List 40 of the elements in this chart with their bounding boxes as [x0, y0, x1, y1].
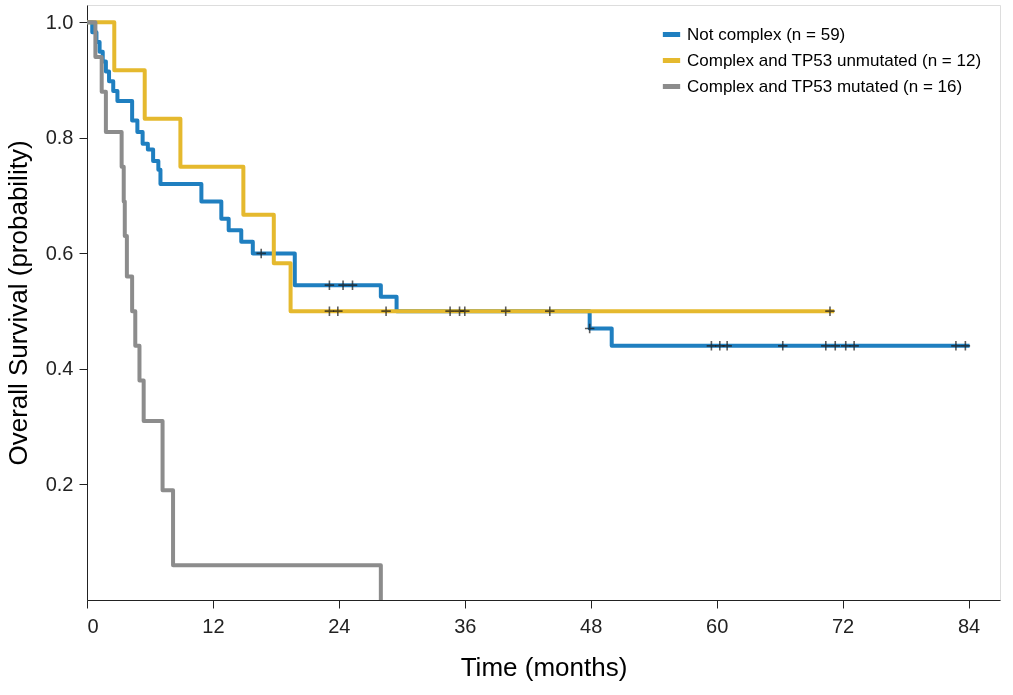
- x-tick-label: 12: [202, 614, 225, 637]
- point: [255, 247, 267, 259]
- point: [444, 305, 456, 317]
- y-tick-label: 0.4: [45, 357, 74, 380]
- point: [323, 279, 335, 291]
- point: [829, 340, 841, 352]
- point: [721, 340, 733, 352]
- point: [824, 305, 836, 317]
- y-tick-label: 0.2: [45, 472, 74, 495]
- x-tick-label: 48: [580, 614, 603, 637]
- legend-label: Not complex (n = 59): [687, 24, 846, 44]
- point: [584, 322, 596, 335]
- legend-label: Complex and TP53 mutated (n = 16): [687, 76, 963, 96]
- point: [500, 305, 512, 317]
- y-tick-label: 0.8: [45, 126, 74, 149]
- point: [777, 340, 789, 352]
- point: [459, 305, 471, 317]
- y-tick-label: 0.6: [45, 241, 74, 264]
- y-tick-label: 1.0: [45, 10, 74, 33]
- point: [950, 340, 962, 352]
- y-axis-title: Overall Survival (probability): [2, 140, 33, 466]
- x-axis-title: Time (months): [460, 651, 628, 682]
- point: [380, 305, 392, 317]
- point: [544, 305, 556, 317]
- legend-label: Complex and TP53 unmutated (n = 12): [687, 50, 982, 70]
- x-tick-label: 36: [454, 614, 477, 637]
- point: [332, 305, 344, 317]
- point: [323, 305, 335, 317]
- point: [346, 279, 359, 291]
- x-tick-label: 60: [706, 614, 729, 637]
- x-tick-label: 0: [87, 614, 99, 637]
- point: [959, 340, 971, 352]
- point: [705, 340, 717, 352]
- point: [840, 340, 852, 352]
- x-tick-label: 84: [957, 614, 981, 637]
- x-tick-label: 24: [328, 614, 351, 637]
- x-tick-label: 72: [831, 614, 855, 637]
- point: [820, 340, 832, 352]
- point: [337, 279, 349, 291]
- point: [848, 340, 860, 352]
